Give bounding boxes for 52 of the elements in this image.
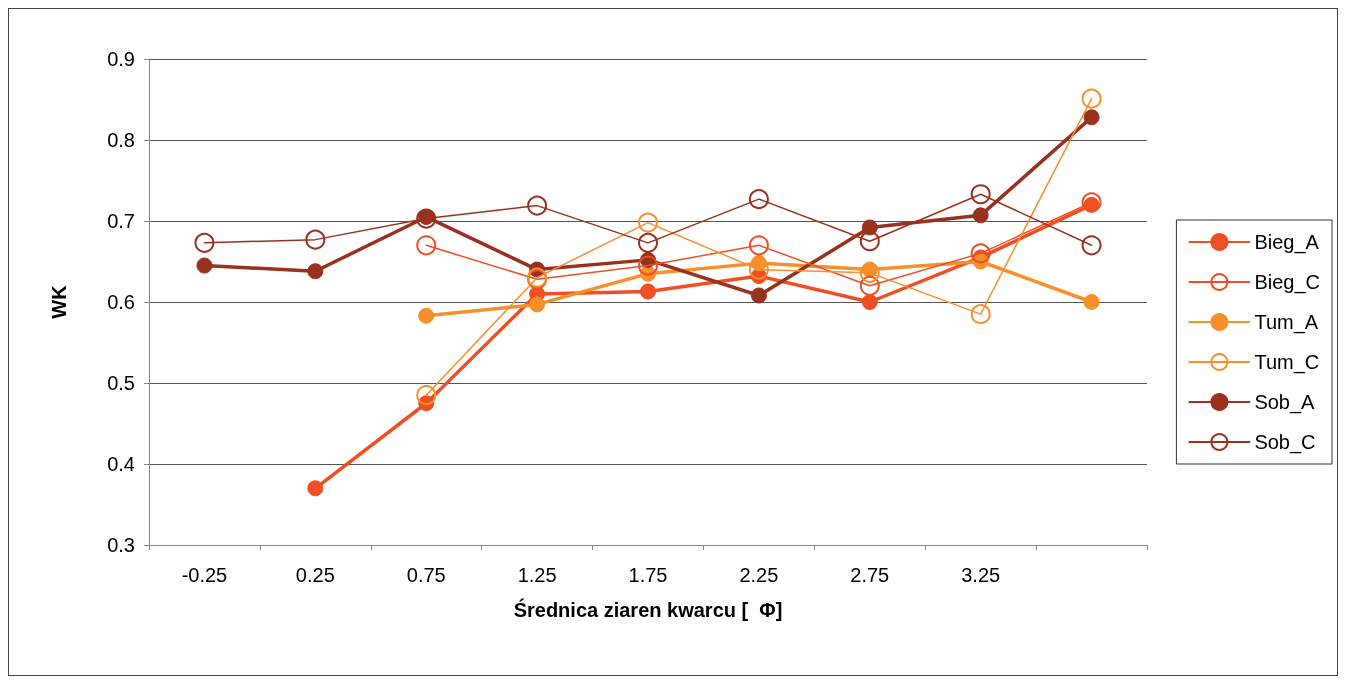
legend-label: Tum_A (1254, 311, 1319, 334)
x-tick-label: -0.25 (181, 564, 228, 586)
point (416, 385, 437, 406)
point (1081, 235, 1102, 256)
x-axis-title: Średnica ziaren kwarcu [ Φ] (513, 598, 783, 621)
point (307, 263, 324, 280)
point (970, 304, 991, 325)
y-tick-label: 0.8 (107, 129, 135, 151)
point (418, 307, 435, 324)
y-tick-label: 0.9 (107, 48, 135, 70)
point (416, 235, 437, 256)
point (750, 287, 767, 304)
legend-label: Sob_A (1254, 391, 1316, 414)
y-tick-label: 0.3 (107, 534, 135, 556)
y-axis-title: WK (48, 284, 70, 319)
point (638, 212, 658, 233)
point (859, 262, 880, 283)
point (638, 232, 658, 253)
point (529, 296, 546, 313)
point (1083, 294, 1100, 310)
point (748, 235, 769, 256)
point (970, 243, 991, 264)
point (1083, 109, 1100, 126)
point (748, 189, 769, 210)
point (1081, 88, 1102, 109)
point (972, 207, 989, 224)
x-tick-label: 1.75 (628, 564, 668, 586)
x-tick-label: 3.25 (961, 564, 1001, 586)
point (305, 229, 326, 250)
y-tick-label: 0.6 (107, 291, 135, 313)
x-tick-label: 0.25 (295, 564, 335, 586)
x-tick-label: 2.75 (850, 564, 890, 586)
legend-label: Bieg_A (1254, 231, 1320, 254)
point (861, 294, 878, 310)
y-tick-label: 0.7 (107, 210, 135, 232)
x-tick-label: 1.25 (517, 564, 557, 586)
point (640, 283, 656, 300)
legend-label: Bieg_C (1254, 271, 1321, 294)
y-tick-label: 0.5 (107, 372, 135, 394)
x-tick-label: 0.75 (406, 564, 446, 586)
point (527, 195, 548, 216)
point (307, 480, 324, 497)
point (196, 257, 213, 274)
point (859, 231, 880, 252)
x-tick-label: 2.25 (739, 564, 779, 586)
point (859, 275, 880, 296)
legend-label: Sob_C (1254, 431, 1316, 454)
y-tick-label: 0.4 (107, 453, 135, 475)
legend-label: Tum_C (1254, 351, 1320, 374)
point (194, 232, 215, 253)
point (638, 255, 658, 276)
point (970, 184, 991, 205)
